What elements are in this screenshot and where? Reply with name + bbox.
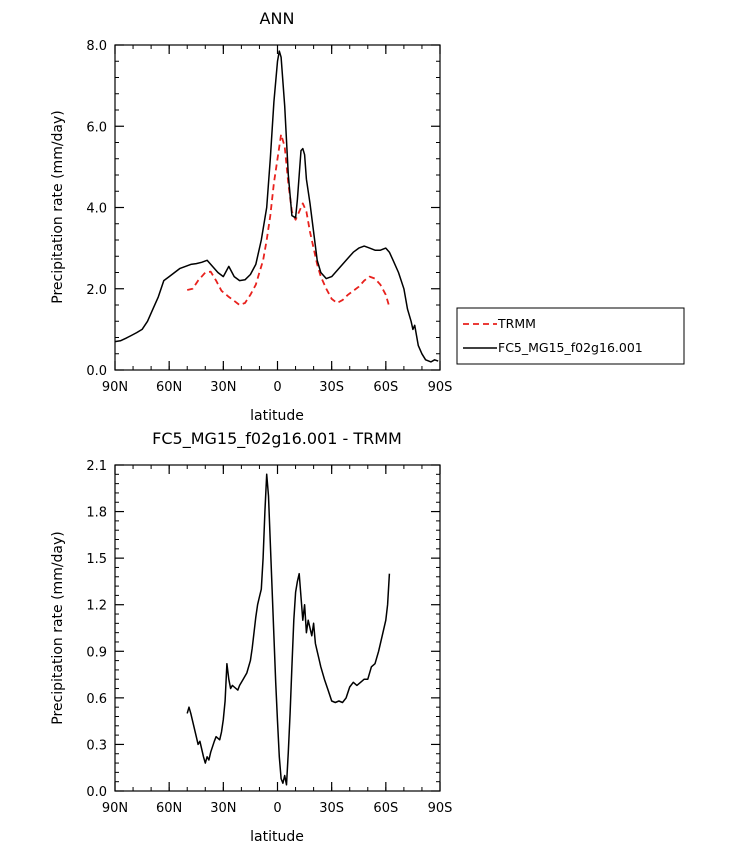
series-line-fc5-mg15-f02g16-001-trmm bbox=[186, 473, 391, 786]
x-tick-label: 90S bbox=[428, 380, 453, 395]
x-tick-label: 60N bbox=[156, 801, 182, 816]
y-tick-label: 0.0 bbox=[86, 785, 107, 800]
x-tick-label: 0 bbox=[273, 801, 281, 816]
y-tick-label: 6.0 bbox=[86, 120, 107, 135]
y-tick-label: 0.6 bbox=[86, 692, 107, 707]
y-axis-title: Precipitation rate (mm/day) bbox=[50, 110, 66, 304]
x-axis-title: latitude bbox=[250, 408, 304, 424]
x-tick-label: 30S bbox=[319, 380, 344, 395]
legend-label-model: FC5_MG15_f02g16.001 bbox=[498, 340, 643, 355]
x-tick-label: 30S bbox=[319, 801, 344, 816]
x-tick-label: 90N bbox=[102, 380, 128, 395]
legend-label-trmm: TRMM bbox=[497, 316, 536, 331]
y-axis-title: Precipitation rate (mm/day) bbox=[50, 531, 66, 725]
y-tick-label: 1.5 bbox=[86, 552, 107, 567]
y-tick-label: 0.3 bbox=[86, 738, 107, 753]
x-tick-label: 30N bbox=[210, 801, 236, 816]
bottom-chart: FC5_MG15_f02g16.001 - TRMM 90N 60N 30N 0 30S… bbox=[50, 429, 452, 845]
plot-frame bbox=[114, 464, 441, 792]
y-tick-label: 2.0 bbox=[86, 283, 107, 298]
y-tick-label: 2.1 bbox=[86, 459, 107, 474]
chart-title: FC5_MG15_f02g16.001 - TRMM bbox=[152, 429, 402, 449]
y-tick-label: 8.0 bbox=[86, 39, 107, 54]
plot-area: 90N 60N 30N 0 30S 60S 90S 0.0 0.3 0.6 0.9 1.2 1.5 1.8… bbox=[86, 459, 452, 816]
legend: TRMM FC5_MG15_f02g16.001 bbox=[456, 307, 685, 365]
legend-box bbox=[456, 307, 685, 365]
x-axis-title: latitude bbox=[250, 829, 304, 845]
top-chart: ANN 90N 60N 30N 0 30S 60S 90S 0.0 2.0 4.0 6.0 8.0 P… bbox=[50, 9, 452, 424]
chart-title: ANN bbox=[260, 9, 295, 28]
x-tick-label: 90S bbox=[428, 801, 453, 816]
x-tick-label: 60S bbox=[373, 801, 398, 816]
plot-frame bbox=[114, 44, 441, 371]
y-tick-label: 1.8 bbox=[86, 506, 107, 521]
x-tick-label: 60S bbox=[373, 380, 398, 395]
y-tick-label: 0.9 bbox=[86, 645, 107, 660]
series-line-trmm bbox=[187, 133, 391, 308]
y-tick-label: 1.2 bbox=[86, 599, 107, 614]
x-tick-label: 0 bbox=[273, 380, 281, 395]
plot-area: 90N 60N 30N 0 30S 60S 90S 0.0 2.0 4.0 6.0 8.0 bbox=[86, 39, 452, 395]
x-tick-label: 30N bbox=[210, 380, 236, 395]
x-tick-label: 90N bbox=[102, 801, 128, 816]
x-tick-label: 60N bbox=[156, 380, 182, 395]
series-line-fc5-mg15-f02g16-001 bbox=[114, 50, 439, 363]
y-tick-label: 0.0 bbox=[86, 364, 107, 379]
y-tick-label: 4.0 bbox=[86, 202, 107, 217]
